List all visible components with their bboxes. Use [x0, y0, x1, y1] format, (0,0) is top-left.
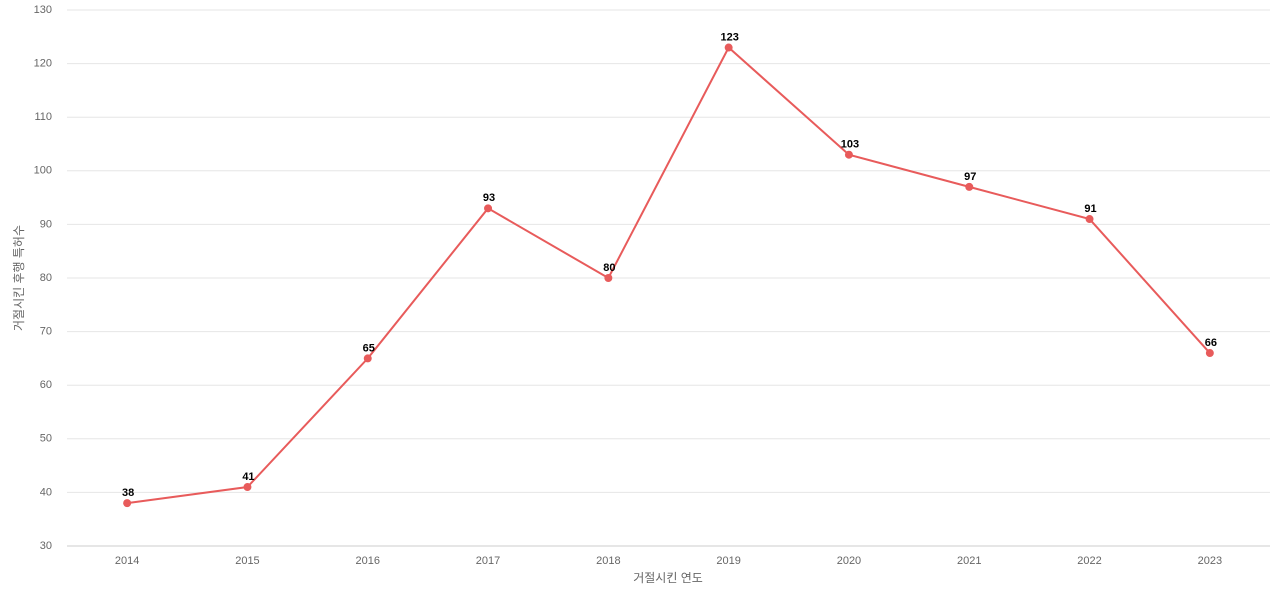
data-label: 80 [603, 262, 615, 274]
point [363, 354, 372, 363]
x-axis-label: 거절시킨 연도 [633, 571, 703, 585]
y-tick-label: 30 [40, 540, 52, 552]
x-tick-label: 2018 [596, 555, 620, 567]
point [243, 483, 252, 492]
y-tick-label: 40 [40, 486, 52, 498]
y-tick-label: 70 [40, 326, 52, 338]
y-axis-label: 거절시킨 후행 특허수 [11, 225, 26, 331]
x-tick-label: 2023 [1198, 555, 1222, 567]
data-label: 41 [242, 471, 254, 483]
line [127, 45, 1211, 505]
data-label: 66 [1205, 337, 1217, 349]
y-tick-label: 110 [34, 111, 52, 123]
x-tick-label: 2019 [716, 555, 740, 567]
point [123, 499, 132, 508]
x-tick-label: 2016 [356, 555, 380, 567]
y-tick-label: 120 [34, 58, 52, 70]
x-tick-label: 2015 [235, 555, 259, 567]
point [965, 182, 974, 191]
data-label: 65 [363, 342, 375, 354]
data-label: 91 [1084, 203, 1096, 215]
data-label: 123 [720, 31, 738, 43]
point [604, 274, 613, 282]
y-tick-label: 100 [34, 165, 52, 177]
y-tick-label: 130 [34, 4, 52, 16]
point [844, 150, 853, 159]
data-label: 97 [964, 171, 976, 183]
x-tick-label: 2014 [115, 555, 139, 567]
y-tick-label: 50 [40, 433, 52, 445]
x-tick-label: 2017 [476, 555, 500, 567]
y-tick-label: 60 [40, 379, 52, 391]
point [1205, 349, 1214, 358]
x-tick-label: 2020 [837, 555, 861, 567]
point [484, 204, 493, 213]
x-tick-label: 2022 [1077, 555, 1101, 567]
data-label: 38 [122, 487, 134, 499]
point [724, 43, 733, 52]
point [1085, 215, 1094, 224]
data-label: 103 [841, 139, 859, 151]
y-tick-label: 90 [40, 218, 52, 230]
data-label: 93 [483, 192, 495, 204]
x-tick-label: 2021 [957, 555, 981, 567]
y-tick-label: 80 [40, 272, 52, 284]
